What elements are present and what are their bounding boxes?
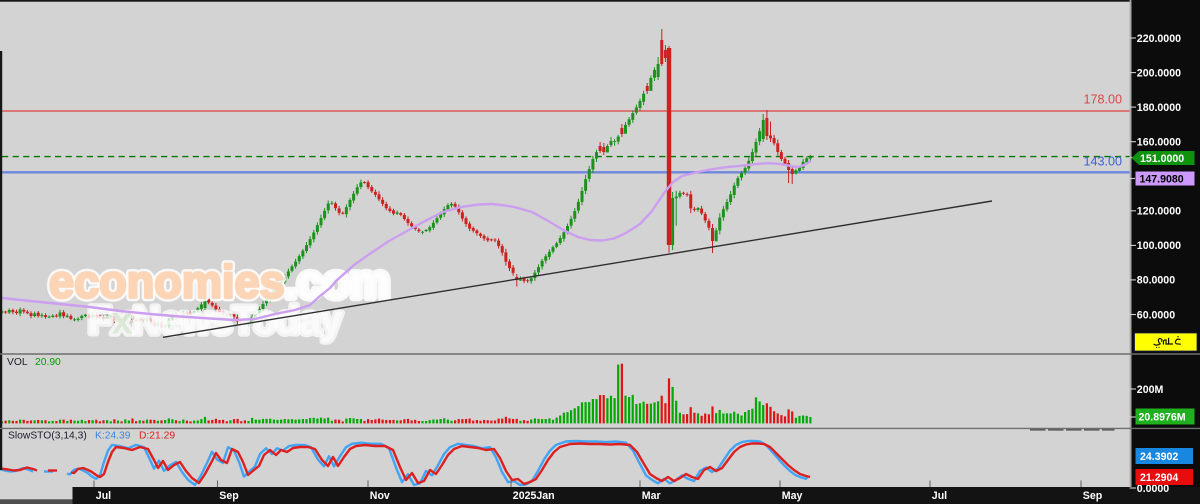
svg-text:Sep: Sep — [1083, 490, 1103, 502]
svg-text:160.0000: 160.0000 — [1137, 137, 1181, 149]
svg-text:151.0000: 151.0000 — [1140, 153, 1184, 165]
svg-text:200M: 200M — [1137, 384, 1164, 396]
svg-text:220.0000: 220.0000 — [1137, 33, 1181, 45]
svg-text:20.90: 20.90 — [35, 357, 61, 368]
svg-text:SlowSTO(3,14,3): SlowSTO(3,14,3) — [8, 431, 87, 442]
svg-text:Sep: Sep — [219, 490, 239, 502]
svg-text:Jul: Jul — [96, 490, 111, 502]
svg-text:Mar: Mar — [642, 490, 661, 502]
svg-text:200.0000: 200.0000 — [1137, 67, 1181, 79]
svg-text:20.8976M: 20.8976M — [1139, 412, 1186, 424]
svg-text:143.00: 143.00 — [1083, 155, 1122, 169]
svg-text:100.0000: 100.0000 — [1137, 240, 1181, 252]
svg-text:24.3902: 24.3902 — [1140, 451, 1178, 463]
svg-text:80.0000: 80.0000 — [1137, 275, 1175, 287]
svg-text:2025Jan: 2025Jan — [513, 490, 555, 502]
svg-text:D:21.29: D:21.29 — [139, 431, 175, 442]
svg-text:May: May — [782, 490, 803, 502]
svg-text:FxNewsToday: FxNewsToday — [88, 300, 342, 343]
svg-text:0.0000: 0.0000 — [1137, 483, 1170, 495]
svg-text:VOL: VOL — [7, 357, 28, 368]
svg-text:178.00: 178.00 — [1083, 93, 1122, 107]
svg-text:K:24.39: K:24.39 — [95, 431, 131, 442]
svg-text:21.2904: 21.2904 — [1140, 472, 1178, 484]
svg-text:FxNewsToday: FxNewsToday — [88, 300, 342, 343]
svg-text:economies.com: economies.com — [49, 256, 390, 308]
svg-text:147.9080: 147.9080 — [1140, 173, 1184, 185]
svg-text:120.0000: 120.0000 — [1137, 206, 1181, 218]
svg-text:Nov: Nov — [370, 490, 390, 502]
svg-text:Jul: Jul — [932, 490, 947, 502]
svg-text:180.0000: 180.0000 — [1137, 102, 1181, 114]
svg-text:60.0000: 60.0000 — [1137, 309, 1175, 321]
